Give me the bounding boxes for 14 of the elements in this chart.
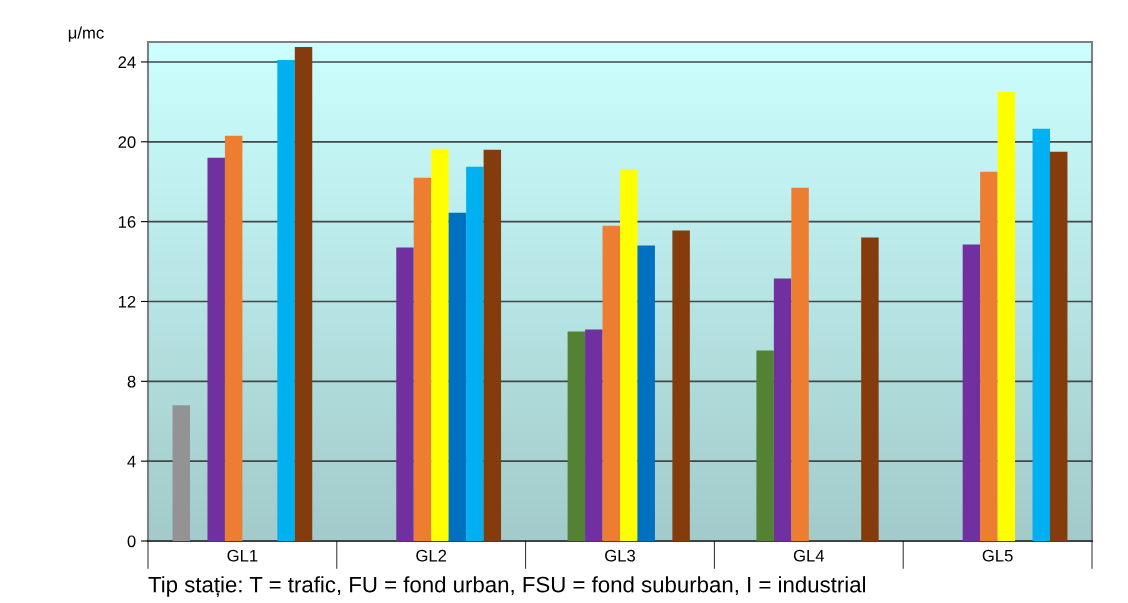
x-tick-label: GL4 [793,549,825,562]
x-tick-label: GL2 [416,549,447,562]
x-tick-label: GL1 [227,549,258,562]
y-axis-title: μ/mc [68,26,104,42]
text: Tip stație: T = trafic, FU = fond urban, FSU = fond suburban, I = industrial [148,576,866,597]
y-tick-label: 12 [118,295,136,308]
x-tick-label: GL5 [982,549,1013,562]
x-tick-label: GL3 [605,549,636,562]
y-tick-label: 16 [118,216,136,228]
y-tick-label: 20 [118,136,136,148]
y-tick-label: 4 [127,455,136,468]
y-tick-label: 0 [127,535,136,548]
y-tick-label: 24 [118,56,136,68]
y-tick-label: 8 [127,375,136,388]
